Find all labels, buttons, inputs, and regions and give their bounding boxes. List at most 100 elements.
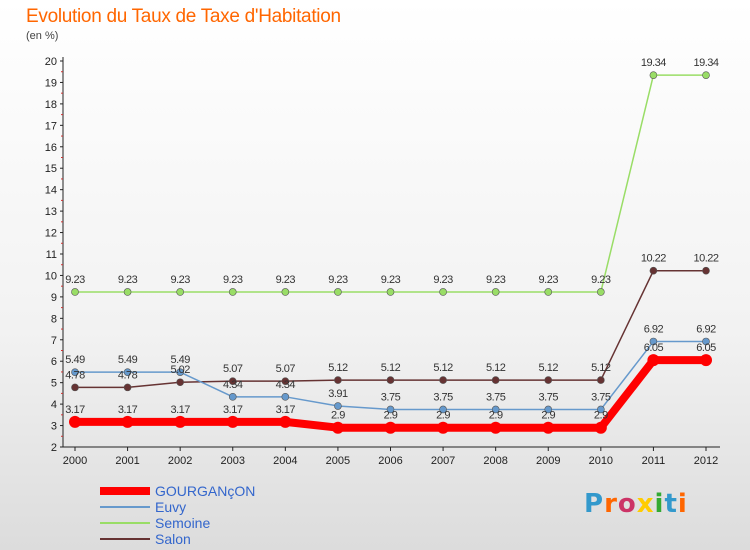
y-tick-label: 2 [51,442,57,454]
data-label: 2.9 [541,410,555,422]
data-point [597,405,605,414]
data-label: 3.75 [539,391,559,403]
chart-title: Evolution du Taux de Taxe d'Habitation [26,6,341,27]
data-point [491,405,500,414]
data-label: 10.22 [693,253,718,265]
data-label: 3.75 [433,391,453,403]
y-tick-label: 10 [45,270,57,282]
data-point [386,405,395,414]
data-point [228,377,237,385]
x-tick-label: 2008 [483,455,507,467]
data-label: 5.07 [223,363,243,375]
x-tick-label: 2011 [642,455,666,467]
legend-label: Euvy [155,499,186,515]
data-point [228,288,237,296]
legend-label: Semoine [155,515,210,531]
data-label: 5.12 [381,362,401,374]
y-tick-label: 3 [51,421,57,433]
data-label: 5.12 [433,362,453,374]
data-point [437,421,450,434]
chart-subtitle: (en %) [26,30,59,42]
x-tick-label: 2006 [378,455,402,467]
proxiti-logo: Proxiti [584,489,688,519]
data-point [649,266,658,275]
data-label: 4.34 [276,379,296,391]
y-tick-label: 20 [45,56,57,68]
y-tick-label: 16 [45,142,57,154]
data-point [702,71,710,79]
legend-label: Salon [155,531,191,547]
data-point [489,421,502,434]
y-tick-label: 4 [51,399,57,411]
y-tick-label: 12 [45,228,57,240]
y-tick-label: 11 [46,249,57,261]
data-label: 2.9 [594,410,608,422]
data-point [123,368,132,376]
data-label: 5.02 [170,364,190,376]
data-point [123,383,132,392]
data-label: 2.9 [331,410,345,422]
data-label: 4.78 [65,369,85,381]
logo-letter: r [604,489,618,519]
data-label: 9.23 [223,274,243,286]
x-tick-label: 2000 [63,455,87,467]
y-tick-label: 14 [45,185,57,197]
data-label: 5.49 [65,354,85,366]
data-point [542,421,555,434]
data-point [334,288,342,296]
data-point [174,415,187,428]
y-tick-label: 6 [51,356,57,368]
data-label: 3.91 [328,388,348,400]
data-point [386,288,395,296]
x-tick-label: 2002 [168,455,192,467]
x-tick-label: 2010 [589,455,613,467]
x-tick-label: 2007 [431,455,455,467]
data-label: 9.23 [539,274,559,286]
data-label: 3.75 [381,391,401,403]
data-label: 19.34 [641,57,666,69]
data-point [281,393,290,401]
data-point [121,415,134,428]
data-label: 9.23 [118,274,138,286]
data-label: 6.92 [644,323,664,335]
data-point [176,368,184,376]
data-label: 9.23 [170,274,190,286]
data-label: 5.12 [539,362,559,374]
data-point [334,402,342,410]
x-tick-label: 2003 [221,455,245,467]
data-point [594,421,607,434]
y-tick-label: 15 [45,163,57,175]
y-tick-label: 5 [51,378,57,390]
data-point [491,376,500,384]
x-tick-label: 2012 [694,455,718,467]
data-label: 4.34 [223,379,243,391]
data-label: 4.78 [118,369,138,381]
data-label: 5.12 [486,362,506,374]
data-point [439,288,447,296]
data-label: 9.23 [328,274,348,286]
data-label: 5.49 [170,354,190,366]
data-label: 3.75 [591,391,611,403]
data-point [281,288,290,296]
series-line-semoine [75,74,706,293]
data-point [647,354,660,367]
x-tick-label: 2001 [115,455,139,467]
data-point [649,71,658,79]
x-tick-label: 2009 [536,455,560,467]
data-point [226,415,239,428]
data-label: 9.23 [276,274,296,286]
data-point [702,266,710,275]
data-point [439,405,447,414]
data-label: 2.9 [384,410,398,422]
logo-letter: i [677,489,688,519]
data-point [384,421,397,434]
data-label: 3.17 [65,404,85,416]
data-point [123,288,132,296]
x-tick-label: 2005 [326,455,350,467]
data-label: 5.07 [276,363,296,375]
data-label: 10.22 [641,253,666,265]
data-point [439,376,447,384]
data-point [71,368,79,376]
x-tick-label: 2004 [273,455,297,467]
